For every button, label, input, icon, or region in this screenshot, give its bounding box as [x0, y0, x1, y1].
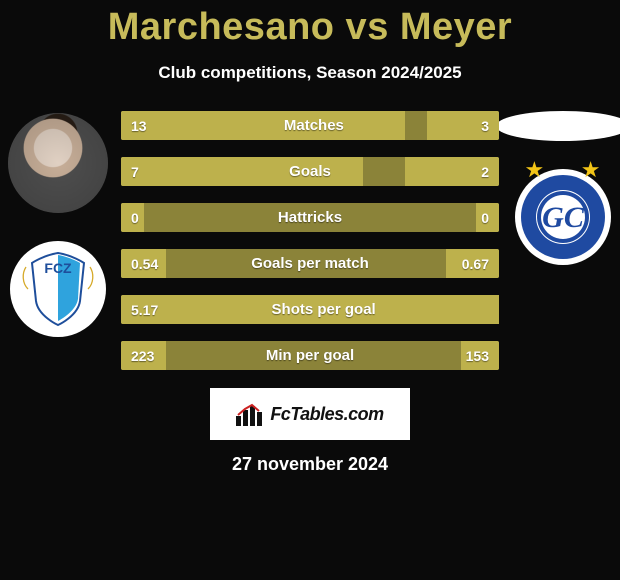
stat-right-value: 3: [471, 111, 499, 140]
stat-left-value: 13: [121, 111, 157, 140]
stat-right-value: 0: [471, 203, 499, 232]
gc-logo-icon: GC: [521, 175, 605, 259]
stat-left-value: 0.54: [121, 249, 168, 278]
date-label: 27 november 2024: [0, 454, 620, 475]
stat-label: Shots per goal: [168, 295, 479, 324]
stat-row: 223Min per goal153: [121, 341, 499, 370]
fctables-logo: FcTables.com: [210, 388, 410, 440]
stat-row: 0Hattricks0: [121, 203, 499, 232]
stat-left-value: 5.17: [121, 295, 168, 324]
stat-right-value: 153: [456, 341, 499, 370]
stat-label: Goals: [149, 157, 471, 186]
stat-row: 5.17Shots per goal: [121, 295, 499, 324]
stat-right-value: 0.67: [452, 249, 499, 278]
stat-label: Matches: [157, 111, 472, 140]
stat-left-value: 223: [121, 341, 164, 370]
right-player-avatar: [496, 111, 620, 141]
page-subtitle: Club competitions, Season 2024/2025: [0, 63, 620, 83]
svg-text:FCZ: FCZ: [44, 260, 72, 276]
stat-right-value: 2: [471, 157, 499, 186]
stat-label: Hattricks: [149, 203, 471, 232]
svg-text:GC: GC: [542, 201, 585, 234]
right-column: ★ ★ GC: [505, 111, 620, 265]
stat-right-value: [479, 295, 499, 324]
stat-row: 13Matches3: [121, 111, 499, 140]
left-player-avatar: [8, 113, 108, 213]
comparison-card: Marchesano vs Meyer Club competitions, S…: [0, 0, 620, 580]
stats-container: 13Matches3 7Goals2 0Hattricks0 0.54Goals pe…: [115, 111, 505, 370]
main-row: FCZ 13Matches37Goals20Hattricks00.54Goal…: [0, 111, 620, 370]
fctables-logo-text: FcTables.com: [270, 404, 383, 425]
left-column: FCZ: [0, 111, 115, 337]
stat-left-value: 0: [121, 203, 149, 232]
stat-label: Goals per match: [168, 249, 452, 278]
stat-label: Min per goal: [164, 341, 455, 370]
right-club-badge: ★ ★ GC: [515, 169, 611, 265]
stat-row: 0.54Goals per match0.67: [121, 249, 499, 278]
stat-row: 7Goals2: [121, 157, 499, 186]
fcz-logo-icon: FCZ: [18, 249, 98, 329]
bar-chart-icon: [236, 402, 266, 426]
page-title: Marchesano vs Meyer: [0, 0, 620, 49]
stat-left-value: 7: [121, 157, 149, 186]
left-club-badge: FCZ: [10, 241, 106, 337]
